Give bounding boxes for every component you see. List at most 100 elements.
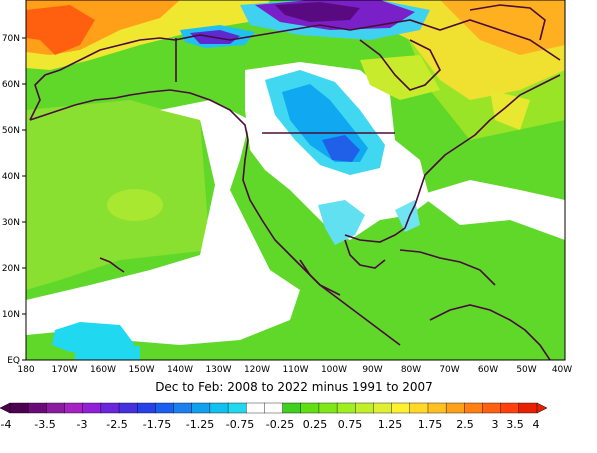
coastline-south-america — [429, 304, 551, 360]
colorbar-labels: -4 -3.5 -3 -2.5 -1.75 -1.25 -0.75 -0.25 … — [1, 418, 540, 431]
colorbar-swatch — [355, 402, 374, 414]
coastline-hawaii — [99, 257, 125, 273]
colorbar-swatch — [209, 402, 229, 414]
colorbar-swatch — [336, 402, 356, 414]
colorbar-label: 2.5 — [456, 418, 474, 431]
anomaly-field-cyan-equatorial-2 — [75, 346, 140, 360]
colorbar-label: 4 — [533, 418, 540, 431]
colorbar-label: -1.75 — [143, 418, 171, 431]
colorbar-swatch — [137, 402, 156, 414]
anomaly-field-white-atlantic — [420, 180, 565, 240]
coastline-greenland — [469, 4, 546, 41]
lon-tick-label: 90W — [362, 365, 382, 375]
anomaly-field-lightblue-texas — [318, 200, 365, 245]
colorbar-label: -0.75 — [226, 418, 254, 431]
colorbar-swatch — [409, 402, 429, 414]
colorbar-swatch — [264, 402, 284, 414]
lon-tick-label: 140W — [167, 365, 193, 375]
colorbar-swatch — [518, 402, 538, 414]
anomaly-field-orange-east — [440, 0, 565, 55]
longitude-axis: 180 170W 160W 150W 140W 130W 120W 110W 1… — [17, 365, 572, 375]
colorbar-label: -3 — [77, 418, 88, 431]
lon-tick-label: 150W — [128, 365, 154, 375]
lat-tick-label: 50N — [2, 126, 20, 136]
colorbar-label: -2.5 — [106, 418, 127, 431]
colorbar-swatch — [500, 402, 520, 414]
lon-tick-label: 160W — [90, 365, 116, 375]
colorbar-label: -4 — [1, 418, 12, 431]
lon-tick-label: 120W — [244, 365, 270, 375]
coastline-west-coast — [242, 139, 401, 346]
anomaly-field-yellow-hudson — [360, 55, 440, 100]
colorbar-swatch — [191, 402, 211, 414]
colorbar-swatch — [100, 402, 120, 414]
colorbar-swatch — [373, 402, 393, 414]
colorbar: -4 -3.5 -3 -2.5 -1.75 -1.25 -0.75 -0.25 … — [0, 402, 548, 431]
coastline-hudson-bay — [359, 39, 441, 91]
lat-tick-label: 20N — [2, 264, 20, 274]
lat-tick-label: EQ — [7, 356, 20, 366]
coastline-mexico — [299, 239, 386, 296]
lon-tick-label: 130W — [205, 365, 231, 375]
anomaly-field-darkpurple-arctic — [275, 2, 360, 22]
colorbar-swatch — [155, 402, 175, 414]
colorbar-swatch — [118, 402, 138, 414]
lon-tick-label: 180 — [17, 365, 34, 375]
colorbar-swatch — [9, 402, 29, 414]
colorbar-label: 3 — [492, 418, 499, 431]
coastline-gulf — [344, 204, 416, 243]
coastline-canada-arctic — [174, 19, 561, 61]
coastline-caribbean — [399, 249, 496, 286]
colorbar-swatch — [64, 402, 84, 414]
lon-tick-label: 80W — [401, 365, 421, 375]
colorbar-left-arrow — [0, 402, 11, 414]
coastline-east-coast — [414, 74, 561, 206]
colorbar-label: -3.5 — [34, 418, 55, 431]
lon-tick-label: 110W — [282, 365, 308, 375]
colorbar-swatch — [282, 402, 302, 414]
colorbar-swatch — [27, 402, 47, 414]
lon-tick-label: 100W — [321, 365, 347, 375]
colorbar-swatches — [9, 402, 538, 414]
lat-tick-label: 70N — [2, 34, 20, 44]
colorbar-swatch — [464, 402, 483, 414]
map-plot-area — [26, 0, 565, 360]
anomaly-field-cyan-equatorial-1 — [52, 322, 135, 352]
lat-tick-label: 60N — [2, 80, 20, 90]
lon-tick-label: 50W — [516, 365, 536, 375]
map-caption: Dec to Feb: 2008 to 2022 minus 1991 to 2… — [155, 380, 433, 394]
colorbar-swatch — [173, 402, 193, 414]
colorbar-swatch — [227, 402, 247, 414]
anomaly-field-red-arctic — [26, 5, 95, 55]
latitude-axis: EQ 10N 20N 30N 40N 50N 60N 70N — [2, 34, 26, 366]
colorbar-label: 0.75 — [338, 418, 363, 431]
colorbar-swatch — [391, 402, 411, 414]
lat-tick-label: 40N — [2, 172, 20, 182]
lat-tick-label: 10N — [2, 310, 20, 320]
anomaly-field-darkblue-west — [322, 135, 360, 162]
colorbar-label: 1.75 — [418, 418, 443, 431]
colorbar-label: 0.25 — [303, 418, 328, 431]
lon-tick-label: 170W — [51, 365, 77, 375]
coastline-alaska — [29, 37, 249, 141]
colorbar-swatch — [82, 402, 102, 414]
colorbar-label: -1.25 — [186, 418, 214, 431]
anomaly-field-yellowgreen — [107, 189, 163, 221]
anomaly-field-white-pacific — [26, 100, 300, 345]
colorbar-swatch — [46, 402, 66, 414]
anomaly-field-yellow-north-atlantic — [490, 90, 530, 130]
colorbar-swatch — [300, 402, 320, 414]
colorbar-label: -0.25 — [266, 418, 294, 431]
colorbar-swatch — [445, 402, 465, 414]
colorbar-label: 1.25 — [378, 418, 403, 431]
colorbar-swatch — [246, 402, 265, 414]
lon-tick-label: 60W — [478, 365, 498, 375]
lon-tick-label: 40W — [552, 365, 572, 375]
colorbar-swatch — [318, 402, 338, 414]
colorbar-swatch — [427, 402, 447, 414]
plot-frame — [25, 0, 566, 361]
lon-tick-label: 70W — [439, 365, 459, 375]
colorbar-right-arrow — [536, 402, 548, 414]
colorbar-label: 3.5 — [506, 418, 524, 431]
